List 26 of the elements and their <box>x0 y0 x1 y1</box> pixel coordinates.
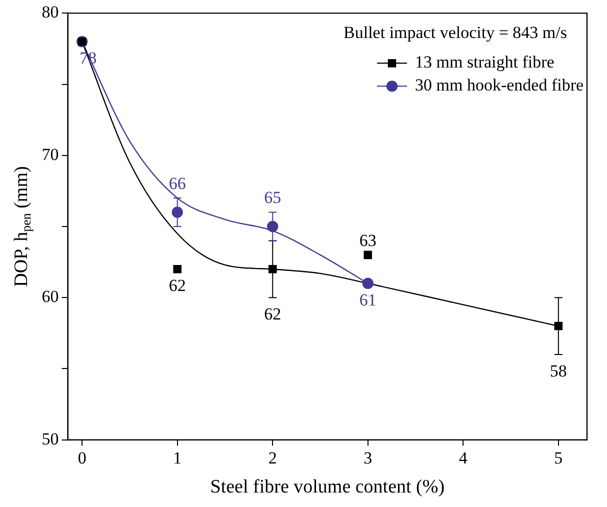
legend-label: 30 mm hook-ended fibre <box>415 76 584 95</box>
legend-label: 13 mm straight fibre <box>415 52 554 72</box>
x-tick-label: 5 <box>554 448 563 468</box>
data-label: 66 <box>168 174 186 194</box>
x-tick-label: 2 <box>268 448 277 468</box>
x-tick-label: 3 <box>364 448 372 468</box>
data-label: 62 <box>168 276 186 296</box>
y-tick-label: 80 <box>42 2 59 22</box>
x-axis-title: Steel fibre volume content (%) <box>210 476 445 498</box>
x-tick-label: 4 <box>458 448 468 468</box>
point <box>362 278 374 289</box>
y-tick-label: 60 <box>42 287 59 306</box>
y-tick-label: 50 <box>42 429 59 448</box>
data-label: 65 <box>264 188 282 208</box>
data-label: 63 <box>359 230 376 250</box>
x-tick-label: 1 <box>173 448 182 468</box>
data-label: 61 <box>359 290 376 310</box>
data-label: 58 <box>550 361 567 380</box>
point <box>173 265 182 274</box>
point <box>268 265 277 274</box>
point <box>364 250 372 260</box>
data-label: 62 <box>264 304 282 324</box>
y-axis-title: DOP, hpen (mm) <box>10 166 34 287</box>
x-tick-label: 0 <box>78 448 86 468</box>
annotation: Bullet impact velocity = 843 m/s <box>344 23 567 42</box>
y-tick-label: 70 <box>42 144 59 164</box>
